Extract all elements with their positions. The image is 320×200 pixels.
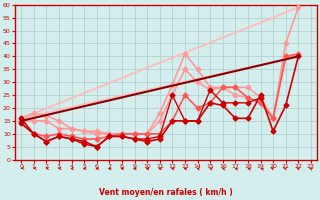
X-axis label: Vent moyen/en rafales ( km/h ): Vent moyen/en rafales ( km/h ) xyxy=(99,188,233,197)
